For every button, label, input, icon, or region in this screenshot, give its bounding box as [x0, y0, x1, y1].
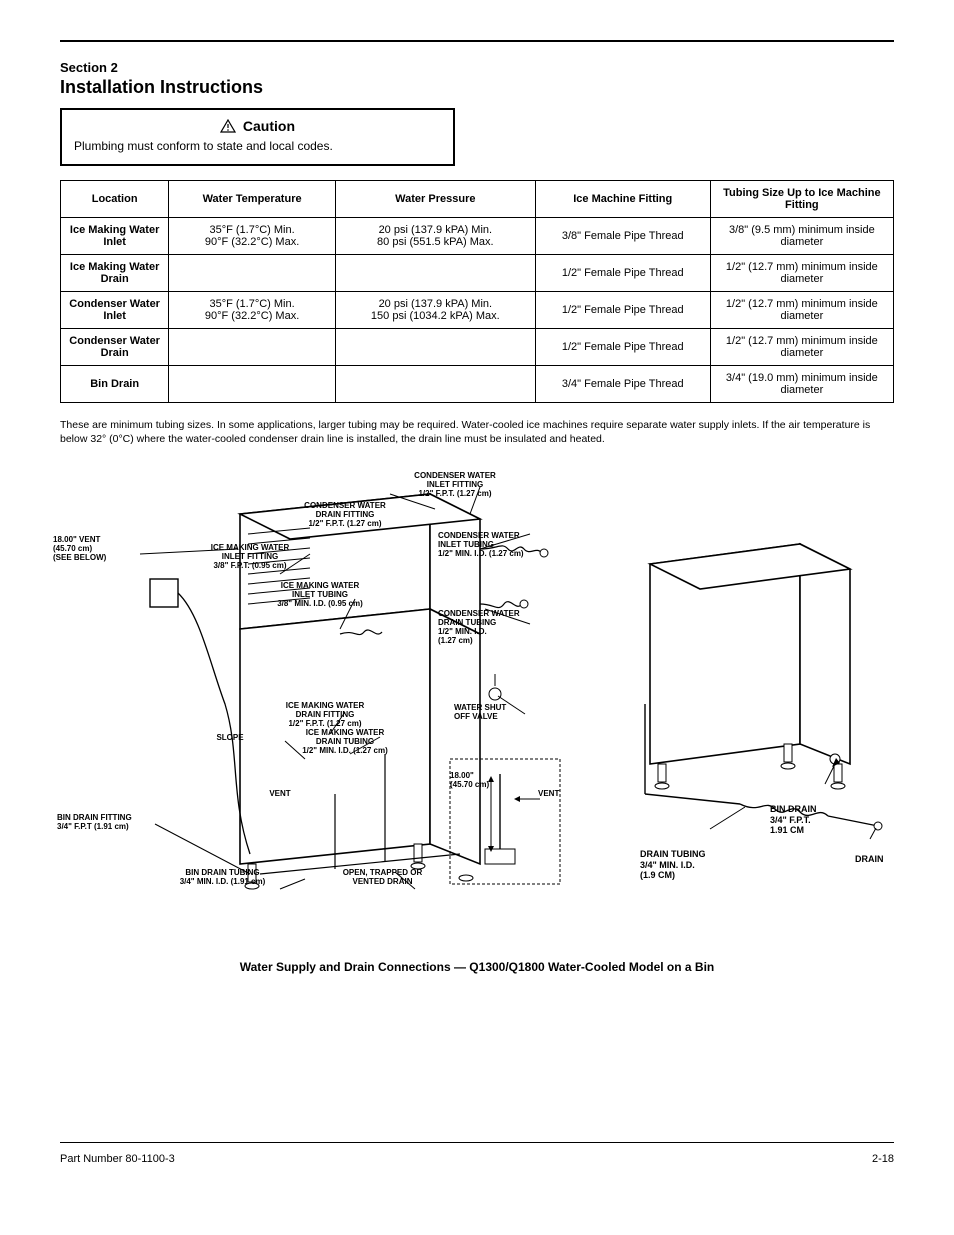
- th-press: Water Pressure: [335, 181, 535, 218]
- table-cell-loc: Bin Drain: [61, 366, 169, 403]
- th-tube: Tubing Size Up to Ice Machine Fitting: [710, 181, 893, 218]
- lbl-right-drain: DRAIN: [855, 854, 895, 864]
- table-row: Bin Drain 3/4" Female Pipe Thread3/4" (19…: [61, 366, 894, 403]
- lbl-inset-vent: VENT: [538, 790, 568, 799]
- lbl-cond-inlet-tube: CONDENSER WATERINLET TUBING1/2" MIN. I.D…: [438, 532, 548, 558]
- table-cell-press: [335, 255, 535, 292]
- table-header-row: Location Water Temperature Water Pressur…: [61, 181, 894, 218]
- lbl-vent18: 18.00" VENT(45.70 cm)(SEE BELOW): [53, 536, 123, 562]
- lbl-inset-dim: 18.00"(45.70 cm): [450, 772, 492, 790]
- lbl-right-drain-tube: DRAIN TUBING3/4" MIN. I.D.(1.9 CM): [640, 849, 715, 880]
- table-cell-loc: Ice Making Water Inlet: [61, 218, 169, 255]
- table-cell-temp: 35°F (1.7°C) Min.90°F (32.2°C) Max.: [169, 292, 336, 329]
- lbl-bin-drain-tube: BIN DRAIN TUBING3/4" MIN. I.D. (1.91 cm): [175, 869, 270, 887]
- top-rule: [60, 40, 894, 42]
- lbl-cond-drain-fit: CONDENSER WATERDRAIN FITTING1/2" F.P.T. …: [295, 502, 395, 528]
- table-cell-fit: 3/8" Female Pipe Thread: [535, 218, 710, 255]
- footer-right: 2-18: [872, 1153, 894, 1165]
- lbl-slope: SLOPE: [210, 734, 250, 743]
- table-cell-fit: 3/4" Female Pipe Thread: [535, 366, 710, 403]
- bin-diagram: [600, 514, 890, 844]
- table-cell-temp: [169, 366, 336, 403]
- diagram-caption: Water Supply and Drain Connections — Q13…: [60, 960, 894, 974]
- table-cell-tube: 1/2" (12.7 mm) minimum inside diameter: [710, 292, 893, 329]
- lbl-ice-drain-fit: ICE MAKING WATERDRAIN FITTING1/2" F.P.T.…: [275, 702, 375, 728]
- table-cell-tube: 3/8" (9.5 mm) minimum inside diameter: [710, 218, 893, 255]
- table-cell-fit: 1/2" Female Pipe Thread: [535, 292, 710, 329]
- table-row: Ice Making Water Inlet35°F (1.7°C) Min.9…: [61, 218, 894, 255]
- th-temp: Water Temperature: [169, 181, 336, 218]
- lbl-shutoff: WATER SHUTOFF VALVE: [454, 704, 519, 722]
- table-row: Condenser Water Inlet35°F (1.7°C) Min.90…: [61, 292, 894, 329]
- th-location: Location: [61, 181, 169, 218]
- lbl-right-bin-drain: BIN DRAIN3/4" F.P.T.1.91 CM: [770, 804, 840, 835]
- table-cell-fit: 1/2" Female Pipe Thread: [535, 255, 710, 292]
- warning-triangle-icon: [220, 119, 236, 133]
- section-heading-sub: Section 2: [60, 60, 894, 75]
- table-cell-loc: Condenser Water Drain: [61, 329, 169, 366]
- footnote: These are minimum tubing sizes. In some …: [60, 419, 894, 446]
- table-cell-loc: Ice Making Water Drain: [61, 255, 169, 292]
- table-cell-temp: [169, 255, 336, 292]
- th-fit: Ice Machine Fitting: [535, 181, 710, 218]
- lbl-bin-drain-fit: BIN DRAIN FITTING3/4" F.P.T (1.91 cm): [57, 814, 142, 832]
- spec-table: Location Water Temperature Water Pressur…: [60, 180, 894, 403]
- lbl-ice-drain-tube: ICE MAKING WATERDRAIN TUBING1/2" MIN. I.…: [290, 729, 400, 755]
- section-heading-main: Installation Instructions: [60, 77, 894, 98]
- table-row: Condenser Water Drain 1/2" Female Pipe Th…: [61, 329, 894, 366]
- caution-label: Caution: [243, 118, 295, 134]
- lbl-vent: VENT: [265, 790, 295, 799]
- table-cell-press: 20 psi (137.9 kPA) Min.80 psi (551.5 kPA…: [335, 218, 535, 255]
- table-cell-loc: Condenser Water Inlet: [61, 292, 169, 329]
- table-cell-tube: 3/4" (19.0 mm) minimum inside diameter: [710, 366, 893, 403]
- table-cell-fit: 1/2" Female Pipe Thread: [535, 329, 710, 366]
- table-cell-press: [335, 329, 535, 366]
- footer-left: Part Number 80-1100-3: [60, 1153, 175, 1165]
- lbl-cond-drain-tube: CONDENSER WATERDRAIN TUBING1/2" MIN. I.D…: [438, 610, 538, 645]
- caution-box: Caution Plumbing must conform to state a…: [60, 108, 455, 166]
- lbl-cond-inlet-fit: CONDENSER WATERINLET FITTING1/2" F.P.T. …: [405, 472, 505, 498]
- table-cell-press: 20 psi (137.9 kPA) Min.150 psi (1034.2 k…: [335, 292, 535, 329]
- bottom-rule: [60, 1142, 894, 1143]
- lbl-open-drain: OPEN, TRAPPED ORVENTED DRAIN: [335, 869, 430, 887]
- diagram-area: 18.00" VENT(45.70 cm)(SEE BELOW) CONDENS…: [60, 454, 894, 944]
- caution-heading: Caution: [74, 118, 441, 134]
- lbl-ice-inlet-fit: ICE MAKING WATERINLET FITTING3/8" F.P.T.…: [200, 544, 300, 570]
- lbl-ice-inlet-tube: ICE MAKING WATERINLET TUBING3/8" MIN. I.…: [270, 582, 370, 608]
- caution-body: Plumbing must conform to state and local…: [74, 138, 441, 154]
- table-cell-press: [335, 366, 535, 403]
- table-cell-temp: 35°F (1.7°C) Min.90°F (32.2°C) Max.: [169, 218, 336, 255]
- table-cell-tube: 1/2" (12.7 mm) minimum inside diameter: [710, 255, 893, 292]
- table-row: Ice Making Water Drain 1/2" Female Pipe T…: [61, 255, 894, 292]
- table-cell-temp: [169, 329, 336, 366]
- table-cell-tube: 1/2" (12.7 mm) minimum inside diameter: [710, 329, 893, 366]
